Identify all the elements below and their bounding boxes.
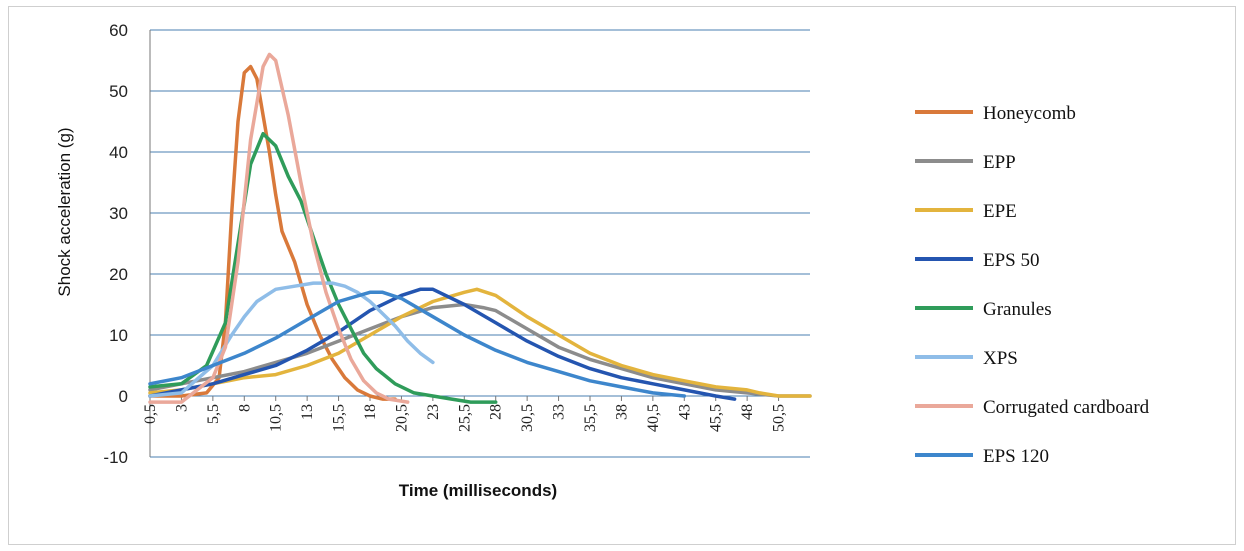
x-tick-label: 28 [488, 404, 505, 420]
series-line-honeycomb [148, 64, 397, 401]
y-tick-label: 40 [109, 143, 128, 162]
y-tick-label: 0 [119, 387, 128, 406]
x-tick-label: 10,5 [268, 404, 285, 432]
gridlines [150, 29, 810, 458]
x-tick-label: 45,5 [708, 404, 725, 432]
legend-label: Granules [983, 299, 1052, 320]
y-tick-label: 60 [109, 21, 128, 40]
series-line-epe [148, 287, 812, 398]
legend-label: EPP [983, 152, 1016, 173]
x-tick-label: 30,5 [519, 404, 536, 432]
series-line-corrugated-cardboard [148, 52, 410, 404]
legend: Honeycomb EPP EPE EPS 50 Granules XPS Corrugat… [915, 103, 1150, 467]
x-tick-label: 20,5 [393, 404, 410, 432]
chart-frame [8, 6, 1236, 545]
x-tick-label: 0,5 [142, 404, 159, 424]
y-tick-label: 50 [109, 82, 128, 101]
series-line-eps-50 [148, 287, 737, 401]
x-tick-label: 38 [613, 404, 630, 420]
x-tick-label: 18 [362, 404, 379, 420]
legend-label: EPS 120 [983, 446, 1049, 467]
series-line-epp [148, 302, 812, 398]
x-tick-label: 15,5 [331, 404, 348, 432]
y-axis-title: Shock acceleration (g) [55, 127, 74, 296]
y-tick-label: 30 [109, 204, 128, 223]
x-tick-label: 33 [551, 404, 568, 420]
legend-label: XPS [983, 348, 1018, 369]
legend-label: EPE [983, 201, 1017, 222]
y-tick-label: -10 [103, 448, 128, 467]
legend-label: EPS 50 [983, 250, 1040, 271]
x-tick-label: 8 [236, 404, 253, 412]
x-tick-label: 43 [676, 404, 693, 420]
x-tick-label: 48 [739, 404, 756, 420]
x-tick-label: 3 [173, 404, 190, 412]
legend-label: Honeycomb [983, 103, 1076, 124]
x-tick-label: 25,5 [456, 404, 473, 432]
x-tick-label: 35,5 [582, 404, 599, 432]
x-tick-label: 13 [299, 404, 316, 420]
legend-label: Corrugated cardboard [983, 397, 1150, 418]
y-tick-label: 20 [109, 265, 128, 284]
x-axis-title: Time (milliseconds) [399, 481, 557, 500]
series-lines [148, 52, 812, 404]
x-tick-label: 40,5 [645, 404, 662, 432]
series-line-eps-120 [148, 290, 687, 398]
y-tick-label: 10 [109, 326, 128, 345]
x-tick-label: 50,5 [771, 404, 788, 432]
x-tick-label: 5,5 [205, 404, 222, 424]
series-line-granules [148, 131, 498, 404]
x-tick-label: 23 [425, 404, 442, 420]
